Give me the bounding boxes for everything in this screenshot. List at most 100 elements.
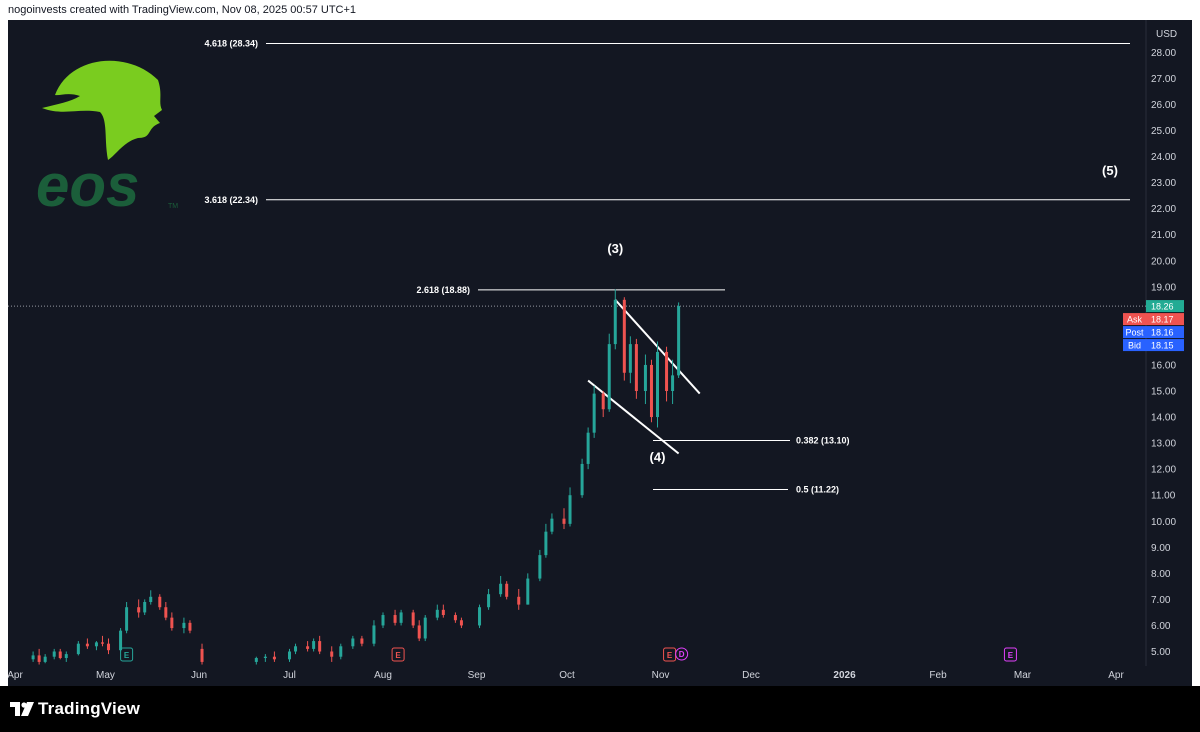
candle-body (360, 638, 364, 644)
candle-body (423, 617, 427, 639)
candle-body (200, 648, 204, 662)
y-tick-label: 24.00 (1151, 152, 1176, 163)
price-badge-name: Ask (1127, 315, 1143, 325)
x-tick-label: May (96, 670, 115, 681)
y-tick-label: 5.00 (1151, 647, 1171, 658)
fib-levels: 4.618 (28.34) 3.618 (22.34) 2.618 (18.88) 0… (8, 38, 1146, 494)
candle-body (634, 344, 638, 391)
candle-body (58, 651, 62, 659)
chart-panel[interactable]: eos TM USD 5.00 6.00 7.00 8.00 9.00 10.00 11.00… (8, 20, 1192, 686)
candle-body (64, 654, 68, 659)
candle-body (52, 651, 56, 657)
x-tick-label: Apr (8, 670, 23, 681)
candle-body (372, 625, 376, 644)
eos-logo-face-icon (42, 60, 162, 160)
candle-body (441, 609, 445, 616)
x-tick-label: Jul (283, 670, 296, 681)
candle-body (568, 495, 572, 524)
candle-body (182, 622, 186, 629)
y-tick-label: 16.00 (1151, 360, 1176, 371)
y-tick-label: 14.00 (1151, 413, 1176, 424)
candle-body (37, 655, 41, 662)
candle-body (487, 594, 491, 608)
y-tick-label: 27.00 (1151, 74, 1176, 85)
candle-body (43, 656, 47, 662)
fib-label: 2.618 (18.88) (416, 285, 470, 295)
candle-body (592, 393, 596, 433)
x-tick-label: Dec (742, 670, 760, 681)
candle-body (562, 518, 566, 524)
earnings-event-marker (120, 647, 134, 662)
candles (31, 289, 681, 665)
candle-body (306, 646, 310, 649)
candle-body (478, 607, 482, 626)
price-badge-value-box (1146, 339, 1184, 352)
tradingview-logo-text: TradingView (38, 699, 141, 718)
y-tick-label: 26.00 (1151, 100, 1176, 111)
y-tick-label: 7.00 (1151, 595, 1171, 606)
candle-body (76, 643, 80, 655)
dividend-label: D (679, 650, 685, 659)
x-tick-label: Sep (468, 670, 486, 681)
price-badge-value: 18.17 (1151, 315, 1174, 325)
price-badge-value-box (1146, 326, 1184, 339)
candle-body (119, 630, 123, 651)
earnings-event-marker (1003, 647, 1017, 662)
last-price-badge (1146, 300, 1184, 313)
y-tick-label: 28.00 (1151, 48, 1176, 59)
x-tick-label: 2026 (833, 670, 856, 681)
candle-body (550, 518, 554, 532)
candle-body (517, 596, 521, 605)
eos-logo: eos TM (36, 60, 178, 219)
channel-lower-line (587, 379, 680, 455)
price-badge-name: Bid (1128, 341, 1141, 351)
annotations: (3)(4)(5)E E E ED (120, 163, 1118, 662)
candle-body (649, 364, 653, 418)
y-tick-label: 19.00 (1151, 282, 1176, 293)
candle-body (164, 607, 168, 618)
candle-body (339, 646, 343, 657)
candle-body (544, 531, 548, 556)
candle-body (351, 638, 355, 647)
candle-body (526, 578, 530, 605)
eos-logo-text: eos (36, 152, 139, 219)
candle-body (107, 643, 111, 651)
wave-label: (5) (1102, 163, 1118, 178)
candle-body (381, 615, 385, 626)
price-badge-name-box (1123, 339, 1146, 352)
candle-body (435, 609, 439, 618)
price-badge-name-box (1123, 313, 1146, 326)
candle-body (538, 555, 542, 579)
y-tick-label: 6.00 (1151, 621, 1171, 632)
fib-label: 0.5 (11.22) (796, 484, 839, 494)
price-badge-value: 18.15 (1151, 341, 1174, 351)
y-tick-label: 12.00 (1151, 465, 1176, 476)
y-tick-label: 15.00 (1151, 387, 1176, 398)
x-tick-label: Nov (652, 670, 670, 681)
candle-body (417, 625, 421, 639)
y-tick-label: 8.00 (1151, 569, 1171, 580)
candle-body (137, 607, 141, 613)
candle-body (254, 658, 258, 662)
candle-body (330, 651, 334, 657)
candle-body (643, 364, 647, 391)
candle-body (505, 583, 509, 597)
earnings-event-label: E (395, 651, 401, 660)
y-tick-label: 22.00 (1151, 204, 1176, 215)
y-tick-label: 23.00 (1151, 178, 1176, 189)
fib-label: 0.382 (13.10) (796, 435, 850, 445)
candle-body (263, 656, 267, 659)
candle-body (94, 642, 98, 647)
wave-label: (3) (607, 241, 623, 256)
price-chart[interactable]: eos TM USD 5.00 6.00 7.00 8.00 9.00 10.00 11.00… (8, 20, 1192, 686)
fib-label: 4.618 (28.34) (204, 38, 258, 48)
candle-body (318, 641, 322, 652)
dividend-marker (675, 647, 689, 661)
channel-lines (587, 299, 701, 455)
x-tick-label: Feb (929, 670, 947, 681)
candle-body (411, 612, 415, 626)
y-tick-label: 13.00 (1151, 439, 1176, 450)
y-tick-label: 20.00 (1151, 256, 1176, 267)
fib-label: 3.618 (22.34) (204, 195, 258, 205)
